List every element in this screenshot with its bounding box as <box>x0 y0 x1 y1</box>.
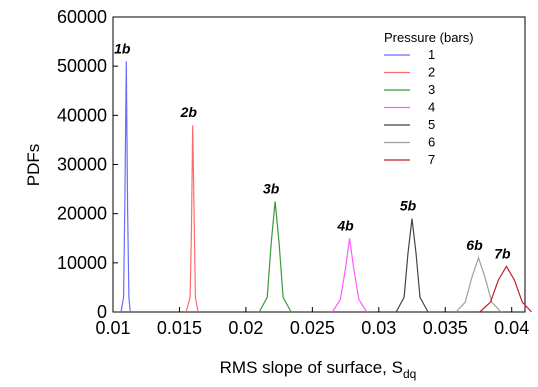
x-tick-label: 0.025 <box>290 318 335 338</box>
x-axis-title-main: RMS slope of surface, S <box>220 358 403 377</box>
peak-labels: 1b 2b 3b 4b 5b 6b 7b <box>114 40 511 261</box>
plot-area-border <box>112 16 526 313</box>
legend-items: 1 2 3 4 5 6 7 <box>384 47 435 167</box>
legend-label-2: 2 <box>428 65 435 80</box>
plot-frame <box>112 16 526 313</box>
y-axis-title: PDFs <box>24 144 43 187</box>
peak-label-6: 6b <box>466 237 483 253</box>
legend: Pressure (bars) 1 2 3 4 5 6 7 <box>384 30 474 167</box>
x-tick-label: 0.035 <box>423 318 468 338</box>
legend-label-1: 1 <box>428 47 435 62</box>
peak-label-4: 4b <box>336 217 354 233</box>
legend-label-5: 5 <box>428 117 435 132</box>
legend-label-7: 7 <box>428 152 435 167</box>
series-line-4 <box>331 238 368 313</box>
y-tick-label: 40000 <box>57 105 107 125</box>
peak-label-5: 5b <box>400 198 417 214</box>
series-line-6 <box>455 256 502 313</box>
series-line-5 <box>395 218 429 313</box>
y-tick-label: 30000 <box>57 155 107 175</box>
peak-label-2: 2b <box>180 104 198 120</box>
legend-label-4: 4 <box>428 100 435 115</box>
x-tick-label: 0.03 <box>361 318 396 338</box>
legend-title: Pressure (bars) <box>384 30 474 45</box>
series-line-1 <box>120 61 131 313</box>
x-tick-label: 0.02 <box>228 318 263 338</box>
y-tick-label: 0 <box>97 302 107 322</box>
y-axis-ticks: 0 10000 20000 30000 40000 50000 60000 <box>57 7 118 322</box>
y-tick-label: 50000 <box>57 56 107 76</box>
series-layer <box>120 61 533 313</box>
series-line-3 <box>258 201 292 313</box>
y-tick-label: 10000 <box>57 253 107 273</box>
x-tick-label: 0.015 <box>157 318 202 338</box>
series-line-7 <box>479 265 533 313</box>
legend-label-3: 3 <box>428 82 435 97</box>
peak-label-1: 1b <box>114 40 131 56</box>
x-tick-label: 0.04 <box>494 318 529 338</box>
x-axis-title-subscript: dq <box>403 367 416 381</box>
peak-label-3: 3b <box>263 180 280 196</box>
series-line-2 <box>185 125 199 313</box>
legend-label-6: 6 <box>428 135 435 150</box>
y-tick-label: 60000 <box>57 7 107 27</box>
y-tick-label: 20000 <box>57 204 107 224</box>
x-axis-title: RMS slope of surface, Sdq <box>220 358 417 381</box>
x-axis-ticks: 0.01 0.015 0.02 0.025 0.03 0.035 0.04 <box>95 307 529 338</box>
peak-label-7: 7b <box>494 245 511 261</box>
x-tick-label: 0.01 <box>95 318 130 338</box>
